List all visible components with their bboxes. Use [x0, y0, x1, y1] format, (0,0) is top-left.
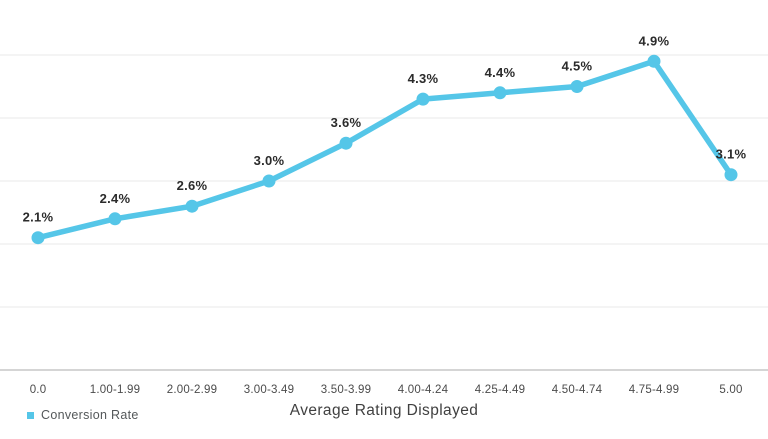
data-point [724, 168, 738, 182]
data-point [108, 212, 122, 226]
data-label: 2.4% [100, 191, 131, 206]
data-label: 4.9% [639, 33, 670, 48]
data-point [31, 231, 45, 245]
data-label: 3.0% [254, 153, 285, 168]
data-point [416, 92, 430, 106]
data-label: 4.4% [485, 65, 516, 80]
legend-marker-icon [27, 411, 34, 419]
data-label: 3.1% [716, 147, 747, 162]
data-label: 2.1% [23, 210, 54, 225]
data-label: 2.6% [177, 178, 208, 193]
data-point [570, 80, 584, 93]
legend-item-conversion-rate[interactable]: Conversion Rate [27, 408, 139, 422]
data-point [647, 54, 661, 68]
data-label: 4.3% [408, 71, 439, 86]
x-axis-title: Average Rating Displayed [289, 402, 479, 419]
data-point [493, 86, 507, 100]
series-line-conversion-rate [35, 58, 734, 241]
data-label: 3.6% [331, 115, 362, 130]
data-label: 4.5% [562, 59, 593, 74]
data-point [339, 136, 353, 150]
legend-label: Conversion Rate [41, 408, 139, 422]
data-point [185, 199, 199, 213]
data-point [262, 174, 276, 188]
